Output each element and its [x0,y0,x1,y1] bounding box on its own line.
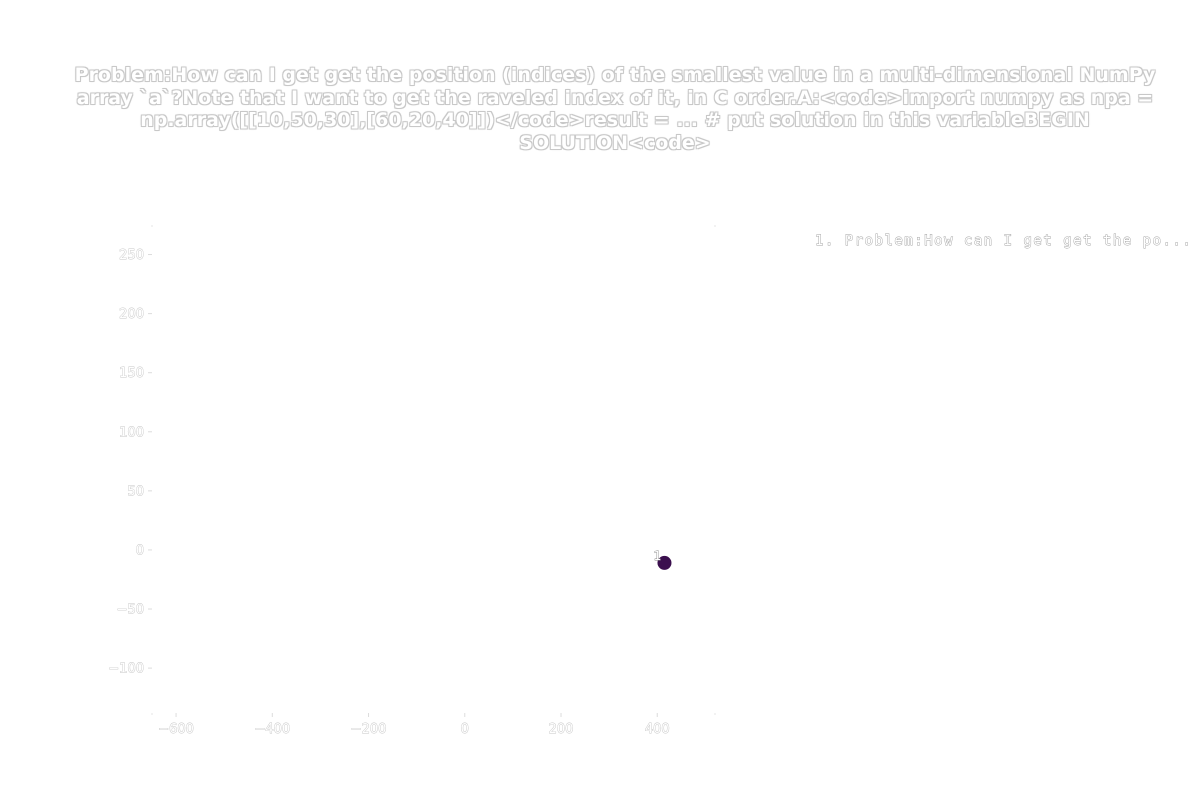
legend-entry: 1. Problem:How can I get get the po... [815,233,1192,249]
data-point [657,555,672,570]
y-tick-label: 100 [119,425,144,440]
y-tick-label: 50 [127,484,144,499]
y-tick-label: −50 [117,603,144,618]
y-tick-label: 250 [119,248,144,263]
x-tick-label: 400 [645,722,670,737]
y-tick-label: 200 [119,307,144,322]
y-tick-label: −100 [108,662,144,677]
chart-title: Problem:How can I get get the position (… [74,64,1156,154]
x-tick-label: 0 [461,722,469,737]
y-tick-label: 0 [136,543,144,558]
legend: 1. Problem:How can I get get the po... [815,233,1192,250]
x-tick-label: −200 [351,722,387,737]
x-tick-label: 200 [549,722,574,737]
data-point-label: 1 [654,549,662,563]
y-tick-label: 150 [119,366,144,381]
x-tick-label: −600 [158,722,194,737]
x-tick-label: −400 [254,722,290,737]
data-points: 1 [653,548,672,570]
x-axis: −600 −400 −200 0 200 400 [151,225,716,737]
y-axis: −100 −50 0 50 100 150 200 250 [108,248,152,677]
